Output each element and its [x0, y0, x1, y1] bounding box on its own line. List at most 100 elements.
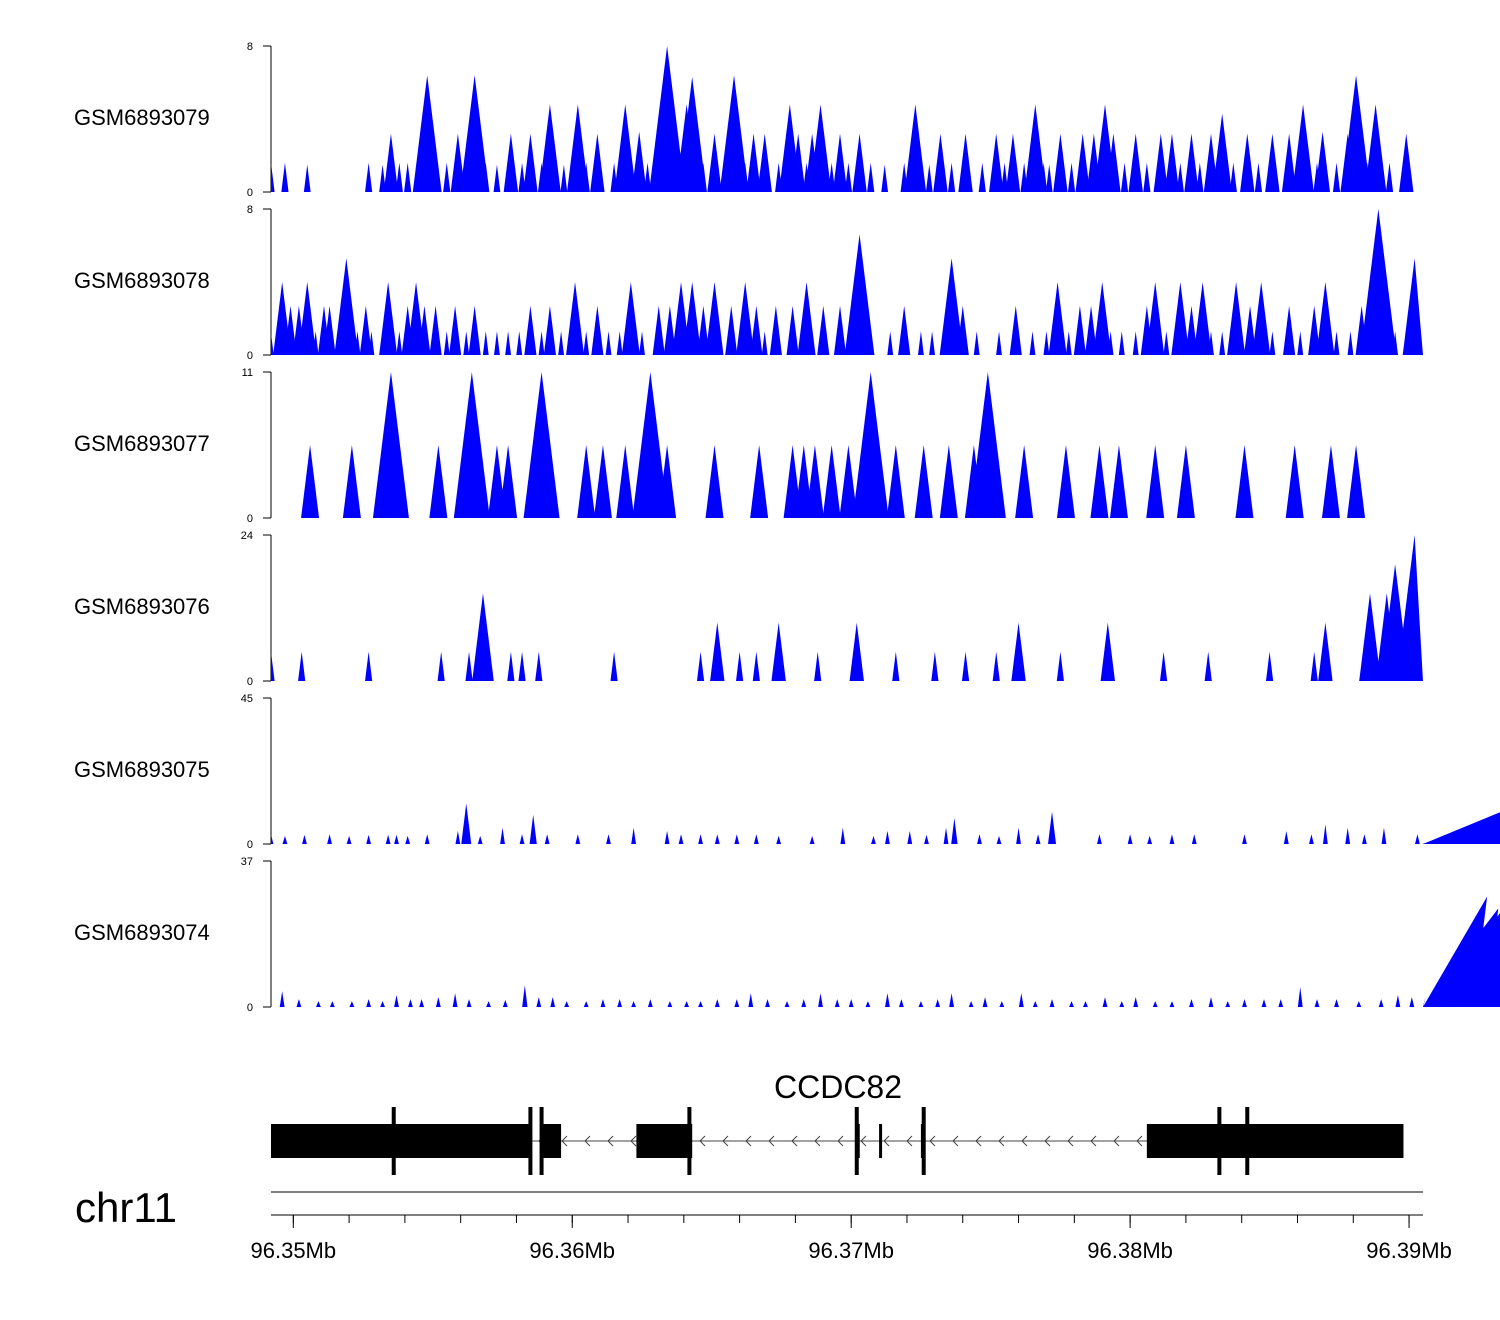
- coverage-peak: [1128, 133, 1143, 192]
- coverage-peak: [1018, 993, 1024, 1007]
- coverage-peak: [818, 993, 823, 1007]
- coverage-peak: [1056, 445, 1075, 518]
- coverage-peak: [1309, 834, 1314, 844]
- coverage-peak: [1308, 305, 1321, 355]
- coverage-peak: [1229, 162, 1237, 192]
- coverage-peak: [519, 834, 525, 844]
- coverage-peak: [429, 305, 442, 355]
- coverage-peak: [505, 331, 512, 355]
- coverage-peak: [471, 445, 490, 518]
- coverage-peak: [535, 651, 543, 681]
- track-label: GSM6893075: [74, 757, 210, 782]
- coverage-peak: [1235, 445, 1254, 518]
- coverage-peak: [316, 1001, 321, 1007]
- coverage-peak: [631, 827, 637, 844]
- coverage-peak: [840, 827, 846, 844]
- coverage-peak: [518, 651, 526, 681]
- coverage-peak: [1423, 975, 1500, 1007]
- strand-arrow: [630, 1135, 637, 1147]
- coverage-peak: [614, 104, 637, 192]
- coverage-peak: [1332, 162, 1341, 192]
- coverage-peak: [968, 1001, 974, 1007]
- coverage-peak: [1378, 999, 1384, 1007]
- strand-arrow: [791, 1135, 798, 1147]
- strand-arrow: [1044, 1135, 1051, 1147]
- coverage-peak: [1395, 995, 1401, 1007]
- coverage-peak: [1106, 133, 1121, 192]
- coverage-peak: [1132, 331, 1139, 355]
- coverage-peak: [616, 331, 623, 355]
- coverage-peak: [1281, 133, 1297, 192]
- coverage-peak: [507, 651, 515, 681]
- chromosome-label: chr11: [75, 1184, 177, 1231]
- coverage-peak: [1040, 162, 1048, 192]
- coverage-peak: [368, 331, 375, 355]
- coverage-peak: [1204, 651, 1212, 681]
- coverage-peak: [748, 993, 754, 1007]
- tick-label: 96.39Mb: [1366, 1238, 1452, 1263]
- coverage-peak: [610, 651, 618, 681]
- coverage-peak: [282, 835, 288, 844]
- coverage-peak: [931, 651, 939, 681]
- coverage-peak: [1396, 535, 1423, 681]
- coverage-peak: [951, 818, 958, 844]
- strand-arrow: [906, 1135, 913, 1147]
- coverage-peak: [461, 803, 472, 844]
- coverage-peak: [929, 331, 936, 355]
- coverage-peak: [1314, 999, 1320, 1007]
- coverage-peak: [664, 831, 670, 844]
- coverage-peak: [1029, 331, 1036, 355]
- coverage-peak: [885, 993, 890, 1007]
- strand-arrow: [584, 1135, 591, 1147]
- coverage-peak: [502, 999, 508, 1007]
- coverage-peak: [769, 305, 782, 355]
- coverage-peak: [978, 162, 986, 192]
- coverage-peak: [303, 164, 311, 192]
- coverage-peak: [529, 814, 537, 844]
- track-GSM6893079: GSM6893079 8 0: [74, 41, 1414, 199]
- coverage-peak: [1208, 997, 1214, 1007]
- tick-label: 96.36Mb: [529, 1238, 615, 1263]
- strand-arrow: [975, 1135, 982, 1147]
- exon-marker: [1217, 1107, 1222, 1175]
- coverage-peak: [924, 834, 929, 844]
- coverage-peak: [284, 305, 297, 355]
- coverage-peak: [1254, 162, 1263, 192]
- coverage-peak: [849, 622, 864, 681]
- coverage-peak: [539, 104, 561, 192]
- gene-track: [271, 1107, 1404, 1175]
- strand-arrow: [952, 1135, 959, 1147]
- tick-label: 96.37Mb: [808, 1238, 894, 1263]
- coverage-peak: [538, 331, 545, 355]
- coverage-peak: [354, 331, 361, 355]
- coverage-peak: [886, 445, 905, 518]
- coverage-peak: [379, 282, 398, 355]
- strand-arrow: [1021, 1135, 1028, 1147]
- coverage-peak: [801, 999, 807, 1007]
- coverage-peak: [385, 834, 391, 844]
- exon-marker: [528, 1107, 533, 1175]
- coverage-peak: [394, 834, 399, 844]
- coverage-peak: [419, 999, 425, 1007]
- coverage-peak: [567, 104, 589, 192]
- coverage-peak: [606, 834, 611, 844]
- coverage-peak: [958, 133, 973, 192]
- coverage-peak: [1283, 831, 1289, 844]
- coverage-peak: [273, 282, 292, 355]
- coverage-peak: [536, 997, 542, 1007]
- coverage-peak: [435, 997, 441, 1007]
- coverage-peak: [757, 133, 772, 192]
- coverage-peak: [1242, 999, 1247, 1007]
- coverage-peak: [523, 372, 560, 518]
- coverage-peak: [591, 305, 604, 355]
- coverage-peak: [699, 162, 707, 192]
- coverage-peak: [714, 834, 720, 844]
- coverage-peak: [1356, 1001, 1362, 1007]
- coverage-peak: [605, 331, 612, 355]
- strand-arrow: [837, 1135, 844, 1147]
- coverage-peak: [707, 133, 722, 192]
- coverage-peak: [719, 75, 749, 192]
- coverage-peak: [832, 133, 848, 192]
- coverage-peak: [1152, 1001, 1158, 1007]
- coverage-peak: [1049, 999, 1055, 1007]
